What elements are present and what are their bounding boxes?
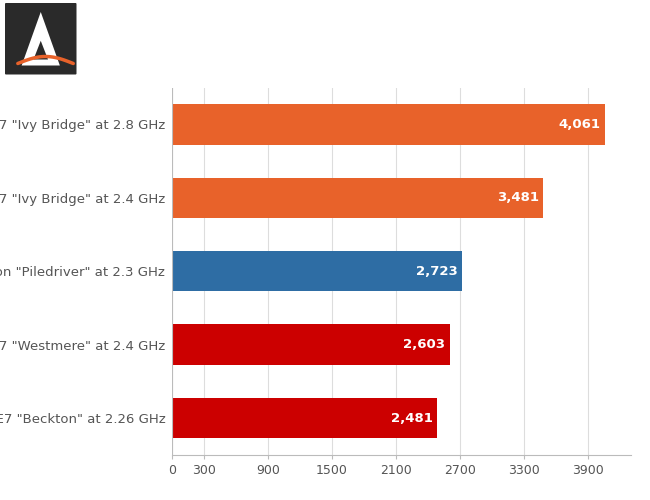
Text: 2,723: 2,723 (417, 265, 458, 278)
Text: 4,061: 4,061 (559, 118, 601, 131)
Text: 2,481: 2,481 (391, 412, 432, 424)
FancyBboxPatch shape (5, 3, 77, 74)
Bar (172, 178, 543, 218)
Bar (172, 104, 605, 144)
Polygon shape (34, 41, 48, 60)
Text: LZMA Single-Threaded Performance: Compression: LZMA Single-Threaded Performance: Compre… (86, 16, 650, 36)
Text: 2,603: 2,603 (404, 338, 445, 351)
Bar (172, 251, 462, 292)
Bar (172, 324, 450, 365)
Bar (172, 398, 437, 438)
Text: 3,481: 3,481 (497, 192, 539, 204)
Polygon shape (21, 12, 60, 66)
Text: MIPS, Higher Is Better: MIPS, Higher Is Better (86, 49, 270, 64)
